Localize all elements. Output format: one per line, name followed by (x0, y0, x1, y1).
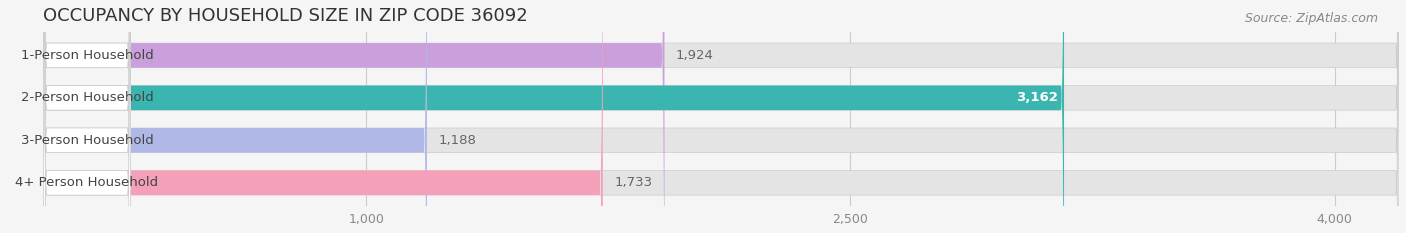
Text: 3,162: 3,162 (1015, 91, 1057, 104)
FancyBboxPatch shape (44, 0, 1399, 233)
FancyBboxPatch shape (44, 0, 131, 233)
Text: 1,733: 1,733 (614, 176, 652, 189)
Text: 4+ Person Household: 4+ Person Household (15, 176, 159, 189)
Text: 1-Person Household: 1-Person Household (21, 49, 153, 62)
FancyBboxPatch shape (44, 0, 427, 233)
FancyBboxPatch shape (44, 0, 1399, 233)
FancyBboxPatch shape (44, 0, 1399, 233)
FancyBboxPatch shape (44, 0, 665, 233)
Text: 2-Person Household: 2-Person Household (21, 91, 153, 104)
Text: 3-Person Household: 3-Person Household (21, 134, 153, 147)
FancyBboxPatch shape (44, 0, 603, 233)
FancyBboxPatch shape (44, 0, 1064, 233)
FancyBboxPatch shape (44, 0, 131, 233)
Text: 1,188: 1,188 (439, 134, 477, 147)
Text: Source: ZipAtlas.com: Source: ZipAtlas.com (1244, 12, 1378, 25)
FancyBboxPatch shape (44, 0, 131, 233)
Text: 1,924: 1,924 (676, 49, 714, 62)
Text: OCCUPANCY BY HOUSEHOLD SIZE IN ZIP CODE 36092: OCCUPANCY BY HOUSEHOLD SIZE IN ZIP CODE … (44, 7, 529, 25)
FancyBboxPatch shape (44, 0, 131, 233)
FancyBboxPatch shape (44, 0, 1399, 233)
